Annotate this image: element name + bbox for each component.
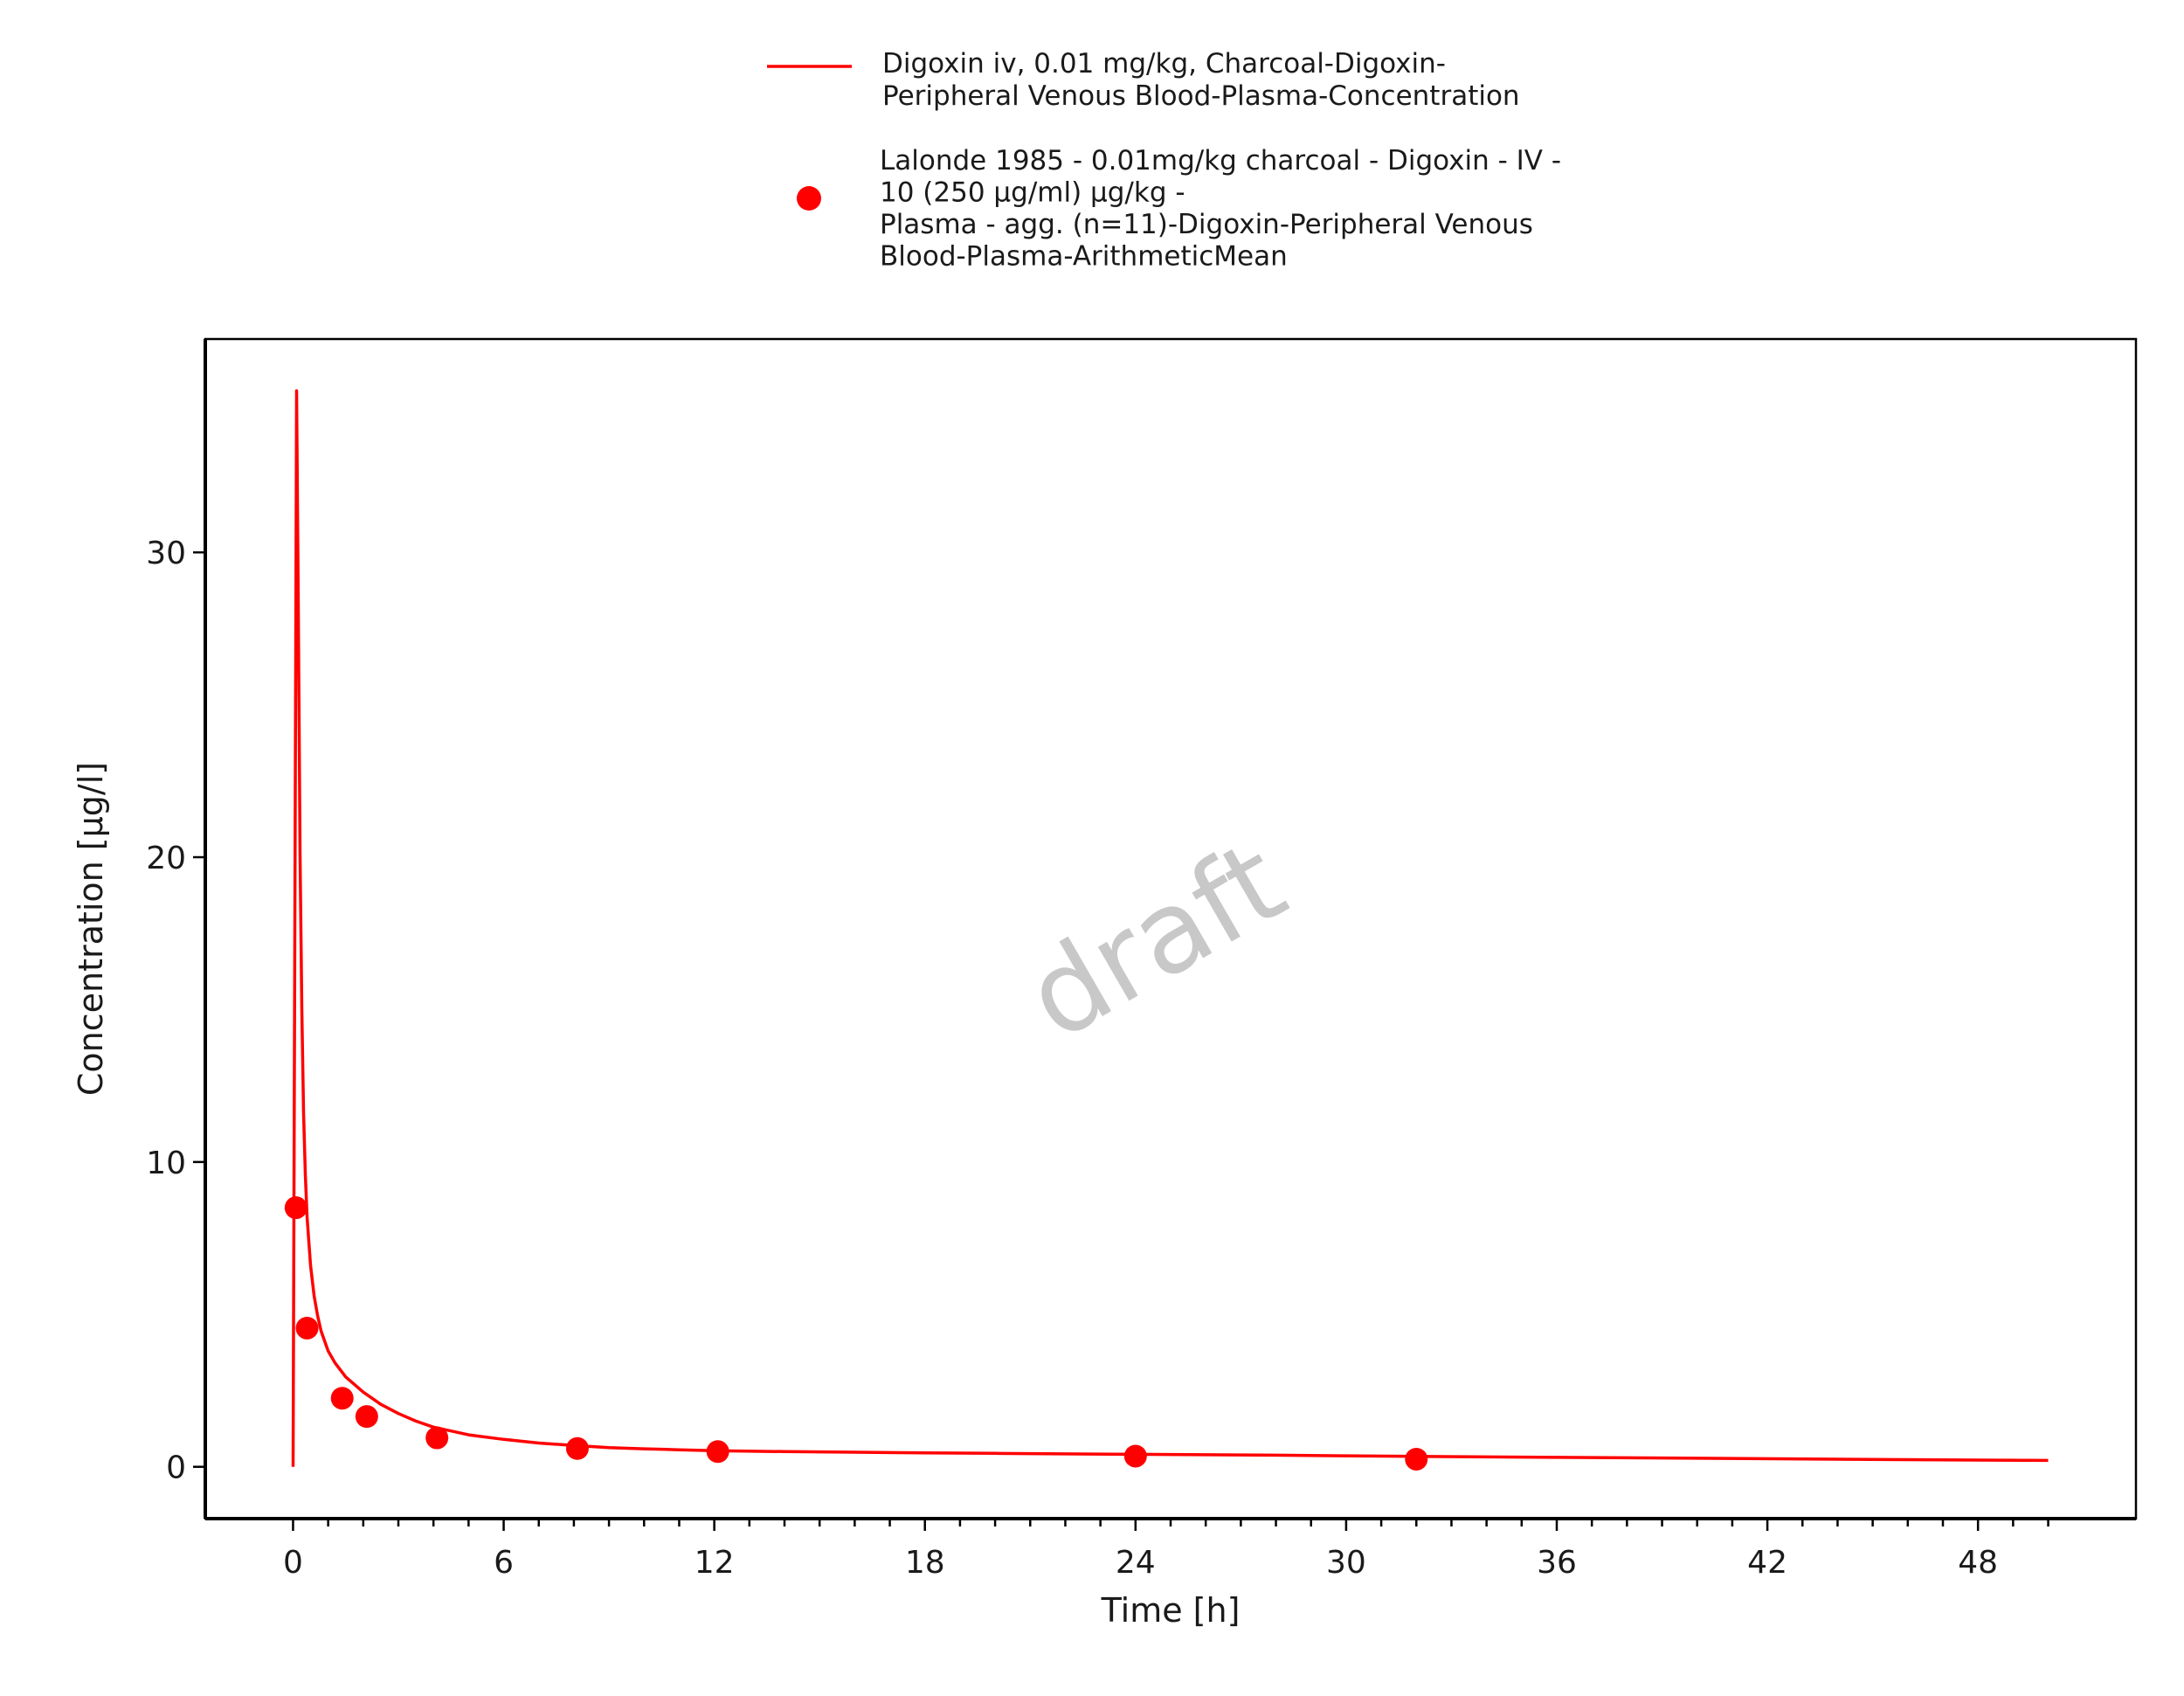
- y-tick-label: 0: [166, 1450, 186, 1486]
- x-tick-label: 48: [1958, 1545, 1998, 1581]
- x-tick-label: 18: [905, 1545, 945, 1581]
- x-tick-label: 42: [1747, 1545, 1787, 1581]
- x-tick-label: 0: [283, 1545, 303, 1581]
- y-axis: 0 10 20 30: [146, 339, 207, 1519]
- data-point-observed: [330, 1387, 354, 1410]
- data-point-observed: [1123, 1444, 1147, 1468]
- y-tick-label: 10: [146, 1146, 186, 1181]
- y-tick-label: 20: [146, 841, 186, 876]
- data-point-observed: [565, 1436, 589, 1460]
- data-point-observed: [355, 1405, 378, 1429]
- data-point-observed: [1405, 1447, 1428, 1471]
- legend-dot-swatch: [797, 186, 821, 211]
- legend-label-simulation: Digoxin iv, 0.01 mg/kg, Charcoal-Digoxin…: [882, 48, 1520, 112]
- watermark-text: draft: [1005, 815, 1306, 1066]
- data-point-observed: [284, 1196, 308, 1220]
- legend: Digoxin iv, 0.01 mg/kg, Charcoal-Digoxin…: [767, 48, 1561, 273]
- legend-label-observed: Lalonde 1985 - 0.01mg/kg charcoal - Digo…: [880, 145, 1561, 273]
- x-tick-label: 24: [1116, 1545, 1156, 1581]
- x-tick-label: 30: [1326, 1545, 1366, 1581]
- x-tick-label: 36: [1537, 1545, 1577, 1581]
- y-axis-title: Concentration [µg/l]: [72, 762, 110, 1096]
- data-point-observed: [295, 1316, 319, 1339]
- x-axis-title: Time [h]: [1101, 1591, 1241, 1630]
- y-tick-label: 30: [146, 536, 186, 571]
- series-line-simulation: [291, 389, 2049, 1467]
- data-point-observed: [425, 1426, 449, 1450]
- x-tick-label: 12: [695, 1545, 735, 1581]
- series-layer: [284, 389, 2049, 1471]
- x-tick-label: 6: [494, 1545, 514, 1581]
- x-axis: 0 6 12 18 24 30 36 42 48: [205, 1517, 2136, 1581]
- data-point-observed: [706, 1440, 729, 1464]
